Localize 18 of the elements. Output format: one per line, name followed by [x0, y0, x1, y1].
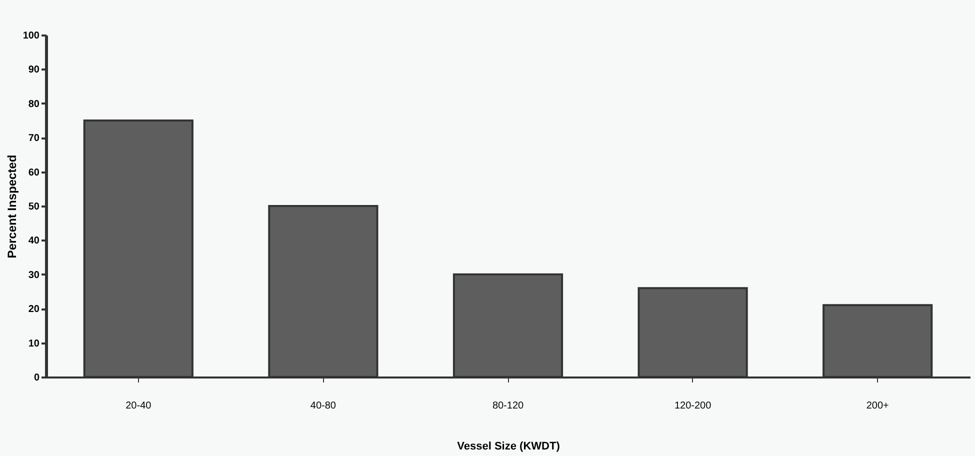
- y-tick-label: 90: [28, 64, 40, 76]
- x-tick-label: 200+: [866, 400, 890, 412]
- y-tick-label: 80: [28, 98, 40, 110]
- y-tick-label: 60: [28, 167, 40, 178]
- x-tick-label: 40-80: [310, 400, 336, 412]
- x-axis-title: Vessel Size (KWDT): [457, 440, 560, 452]
- y-tick-label: 10: [28, 338, 40, 350]
- y-tick-label: 70: [28, 133, 40, 144]
- y-tick-label: 20: [28, 304, 40, 316]
- x-tick-label: 80-120: [492, 400, 524, 412]
- y-tick-label: 30: [28, 270, 40, 281]
- x-tick-label: 120-200: [674, 400, 712, 412]
- x-tick-label: 20-40: [126, 400, 152, 412]
- y-tick-label: 50: [28, 202, 40, 212]
- y-tick-label: 40: [28, 236, 40, 247]
- y-tick-label: 0: [34, 372, 40, 384]
- y-axis-title: Percent Inspected: [4, 154, 19, 258]
- y-tick-label: 100: [22, 30, 40, 42]
